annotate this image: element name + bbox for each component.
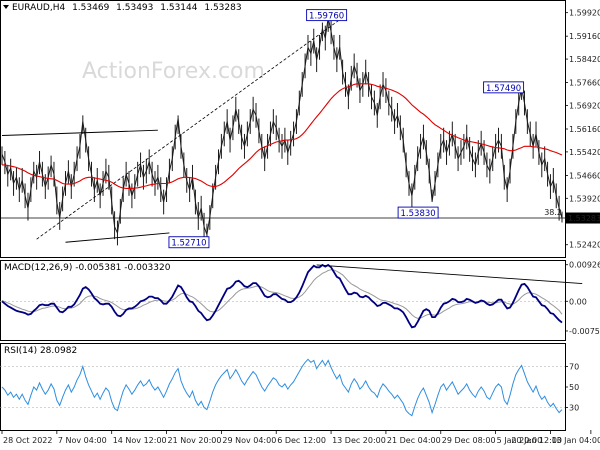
fib-level-label: 38.2 (544, 208, 562, 217)
price-tick-label: 1.55420 (569, 148, 600, 157)
price-tick-label: 1.56160 (569, 125, 600, 134)
upper-channel-line (1, 129, 158, 136)
price-tick-label: 1.54660 (569, 171, 600, 180)
level-label: 1.59760 (309, 12, 344, 22)
axis-layer: 1.59920 1.59160 1.58420 1.57660 1.56920 1.561… (1, 9, 600, 445)
macd-signal-line (1, 269, 563, 319)
moving-average-line (2, 83, 563, 189)
ma-layer (2, 83, 563, 189)
macd-panel (0, 260, 566, 341)
macd-title: MACD(12,26,9) -0.005381 -0.003320 (4, 263, 171, 273)
price-tick-label: 1.53920 (569, 194, 600, 203)
price-tick-label: 1.57660 (569, 79, 600, 88)
time-tick-label: 5 Jan 20:00 (497, 436, 543, 445)
price-tick-label: 1.59160 (569, 32, 600, 41)
rsi-tick-label: 70 (569, 363, 579, 372)
macd-tick-label: 0.00 (569, 297, 587, 306)
level-label-box (483, 81, 525, 94)
time-tick-label: 28 Oct 2022 (3, 436, 52, 445)
rsi-tick-label: 30 (569, 404, 579, 413)
rsi-line (1, 358, 563, 417)
macd-layer (0, 263, 583, 329)
time-tick-label: 21 Dec 04:00 (387, 436, 441, 445)
level-label: 1.53830 (401, 209, 436, 219)
time-tick-label: 6 Dec 12:00 (277, 436, 326, 445)
level-label: 1.52710 (171, 239, 206, 249)
level-label-box (168, 236, 210, 249)
level-label-box (306, 9, 348, 22)
level-label-box (397, 206, 439, 219)
watermark: ActionForex.com (82, 59, 265, 84)
time-tick-label: 20 Jan 12:00 (511, 436, 562, 445)
time-tick-label: 14 Nov 12:00 (113, 436, 167, 445)
time-tick-label: 13 Jan 04:00 (551, 436, 600, 445)
time-tick-label: 29 Dec 08:00 (442, 436, 496, 445)
price-tick-label: 1.59920 (569, 9, 600, 18)
rsi-layer (0, 358, 565, 417)
price-title: EURAUD,H4 1.53469 1.53493 1.53144 1.5328… (12, 3, 242, 13)
current-price-tick: 1.53283 (568, 214, 600, 223)
dashed-trend-line (36, 17, 343, 240)
price-tick-label: 1.58420 (569, 55, 600, 64)
lower-channel-line (65, 232, 170, 243)
rsi-title: RSI(14) 28.0982 (4, 346, 77, 356)
level-label: 1.57490 (486, 84, 521, 94)
rsi-tick-label: 50 (569, 383, 579, 392)
macd-main-line (1, 263, 563, 329)
time-tick-label: 13 Dec 20:00 (332, 436, 386, 445)
time-tick-label: 29 Nov 04:00 (222, 436, 276, 445)
macd-divergence-line (316, 264, 583, 284)
price-tick-label: 1.56920 (569, 101, 600, 110)
current-price-badge (566, 212, 600, 224)
annotation-layer: 1.59760 1.57490 1.53830 1.52710 38.2 (168, 9, 562, 249)
price-close-line (1, 17, 563, 237)
time-tick-label: 7 Nov 04:00 (58, 436, 107, 445)
macd-tick-label: 0.009263 (569, 261, 600, 270)
macd-tick-label: -0.007517 (569, 327, 600, 336)
trendline-layer (1, 17, 343, 243)
time-tick-label: 21 Nov 20:00 (168, 436, 222, 445)
dropdown-triangle-icon[interactable] (3, 5, 9, 9)
price-tick-label: 1.52420 (569, 241, 600, 250)
price-layer (0, 16, 565, 246)
